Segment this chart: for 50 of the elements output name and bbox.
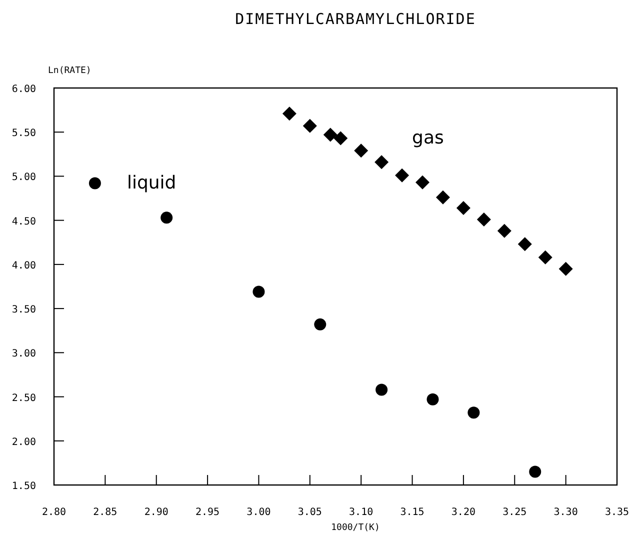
point — [323, 128, 338, 142]
series-label: gas — [412, 127, 444, 148]
point — [374, 155, 389, 170]
y-tick-label: 1.50 — [12, 481, 36, 492]
y-tick-label: 4.00 — [12, 260, 36, 272]
y-tick-label: 3.00 — [12, 348, 36, 360]
point — [282, 106, 296, 121]
point — [334, 131, 348, 146]
x-tick-label: 3.05 — [298, 507, 322, 518]
chart-title: DIMETHYLCARBAMYLCHLORIDE — [235, 10, 476, 28]
y-tick-label: 3.50 — [12, 304, 36, 316]
point — [436, 190, 450, 204]
x-tick-label: 3.15 — [400, 507, 424, 518]
x-tick-label: 3.10 — [349, 507, 374, 518]
point — [302, 118, 317, 133]
x-tick-label: 2.80 — [42, 507, 66, 518]
point — [468, 406, 480, 419]
point — [529, 466, 542, 478]
point — [456, 200, 470, 215]
x-tick-label: 2.90 — [144, 507, 168, 518]
y-tick-label: 4.50 — [12, 216, 36, 228]
x-tick-label: 3.20 — [451, 507, 476, 518]
point — [518, 237, 532, 252]
point — [88, 177, 101, 190]
point — [497, 224, 512, 238]
y-tick-label: 5.00 — [12, 172, 36, 184]
point — [416, 175, 430, 190]
x-tick-label: 3.35 — [604, 507, 630, 518]
series-label: liquid — [126, 172, 176, 194]
x-tick-label: 2.85 — [93, 507, 118, 518]
point — [558, 262, 573, 276]
point — [252, 286, 265, 298]
x-tick-label: 3.30 — [554, 507, 578, 518]
point — [426, 393, 439, 406]
y-tick-label: 2.50 — [12, 392, 36, 404]
x-axis-title: 1000/T(K) — [331, 523, 380, 533]
point — [538, 250, 552, 264]
x-tick-label: 3.00 — [246, 507, 271, 518]
y-tick-label: 6.00 — [12, 84, 36, 95]
x-tick-label: 3.25 — [502, 507, 527, 518]
point — [314, 318, 326, 330]
x-tick-label: 2.95 — [196, 507, 220, 518]
point — [354, 144, 368, 158]
y-tick-label: 2.00 — [12, 436, 36, 448]
point — [160, 212, 173, 224]
y-tick-label: 5.50 — [12, 128, 36, 140]
point — [395, 168, 410, 182]
y-axis-title: Ln(RATE) — [48, 66, 92, 76]
point — [476, 212, 491, 226]
point — [376, 384, 388, 396]
